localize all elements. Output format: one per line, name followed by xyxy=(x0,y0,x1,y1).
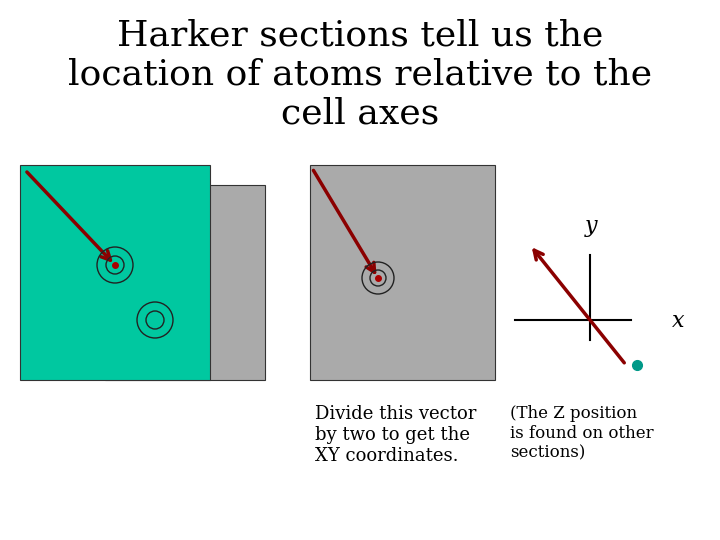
Text: (The Z position
is found on other
sections): (The Z position is found on other sectio… xyxy=(510,405,654,461)
Text: y: y xyxy=(585,215,598,237)
Bar xyxy=(105,185,265,380)
Bar xyxy=(20,165,210,380)
Text: Harker sections tell us the
location of atoms relative to the
cell axes: Harker sections tell us the location of … xyxy=(68,18,652,131)
Text: x: x xyxy=(672,310,685,332)
Text: Divide this vector
by two to get the
XY coordinates.: Divide this vector by two to get the XY … xyxy=(315,405,477,464)
Bar xyxy=(310,165,495,380)
